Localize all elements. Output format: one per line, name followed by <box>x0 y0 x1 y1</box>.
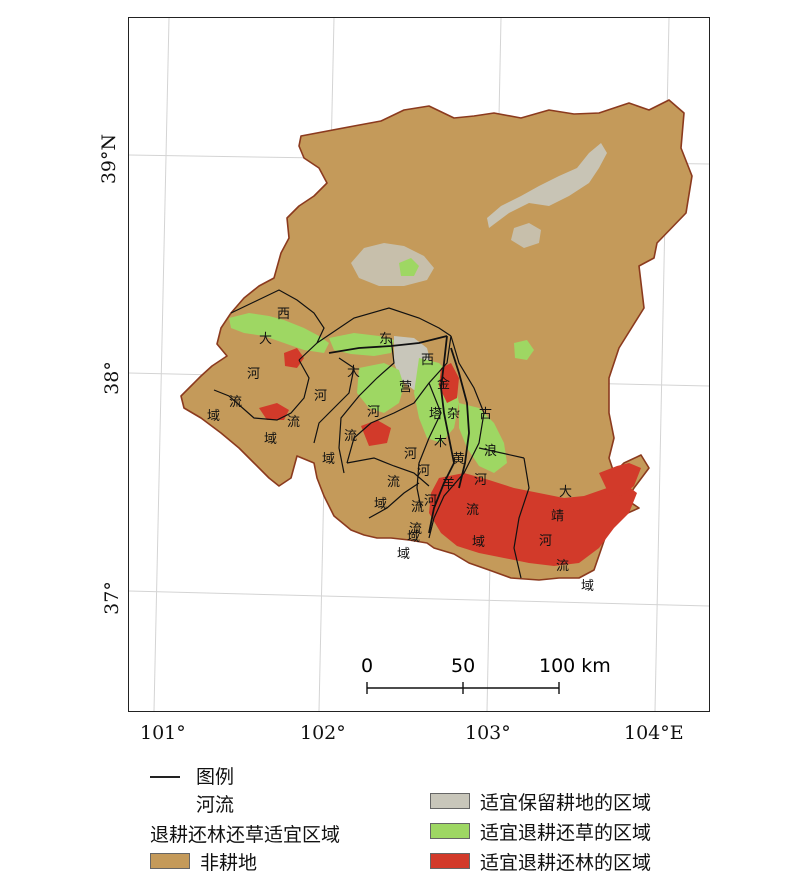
scale-bar <box>366 682 560 694</box>
lon-label-102: 102° <box>300 722 346 744</box>
scale-label-50: 50 <box>451 655 475 677</box>
legend-river-label: 河流 <box>196 794 235 816</box>
forest-patch-west-1 <box>259 403 289 420</box>
basin-5-label-char: 杂 <box>447 407 460 422</box>
forest-patch-dajing <box>599 463 641 496</box>
basin-8-label-char: 流 <box>556 559 569 574</box>
basin-boundary-7 <box>416 382 442 509</box>
basin-2-label-char: 大 <box>347 365 360 380</box>
basin-3-label-char: 域 <box>322 452 335 467</box>
basin-5-label-char: 木 <box>434 435 447 450</box>
lat-label-39: 39°N <box>98 133 121 185</box>
basin-8-label-char: 大 <box>559 485 572 500</box>
basin-boundary-8 <box>428 335 485 539</box>
grass-patch-north-small <box>399 258 419 276</box>
basin-6-label-char: 黄 <box>452 452 465 467</box>
basin-1-label-char: 大 <box>259 332 272 347</box>
basin-2-label-char: 流 <box>287 415 300 430</box>
basin-boundary-5 <box>338 337 395 474</box>
basin-1-label-char: 河 <box>247 367 260 382</box>
legend-keep-farmland-swatch <box>430 793 470 809</box>
to-forest-areas <box>259 348 641 566</box>
basin-7-label-char: 浪 <box>484 444 497 459</box>
legend-to-grass-swatch <box>430 823 470 839</box>
basin-1-label-char: 流 <box>229 395 242 410</box>
basin-7-label-char: 流 <box>466 503 479 518</box>
lon-label-103: 103° <box>465 722 511 744</box>
basin-3-label-char: 河 <box>367 405 380 420</box>
map-canvas[interactable]: 西大河流域东大河流域西营河流域金塔河流域杂木河流域黄羊河流域古浪河流域大靖河流域… <box>129 18 709 711</box>
basin-4-label-char: 塔 <box>429 407 442 422</box>
basin-7-label-char: 古 <box>479 407 492 422</box>
lat-label-37: 37° <box>100 581 123 615</box>
basin-boundary-3 <box>213 359 310 421</box>
basin-boundary-12 <box>478 447 525 459</box>
legend-river-line <box>150 776 180 778</box>
basin-3-label-char: 西 <box>421 353 434 368</box>
legend-non-farmland-label: 非耕地 <box>200 852 258 874</box>
grass-patch-west <box>229 313 329 353</box>
river-zamu <box>450 347 470 489</box>
basin-boundary-2 <box>316 307 452 344</box>
basin-boundary-11 <box>513 457 530 579</box>
legend-to-forest-label: 适宜退耕还林的区域 <box>480 852 652 874</box>
basin-boundary-4 <box>313 357 355 444</box>
scale-label-100: 100 km <box>539 655 611 677</box>
basin-5-label-char: 河 <box>417 464 430 479</box>
forest-patch-west-2 <box>361 420 391 446</box>
basin-6-label-char: 流 <box>409 522 422 537</box>
basin-3-label-char: 营 <box>399 380 412 395</box>
lon-label-101: 101° <box>140 722 186 744</box>
lat-label-38: 38° <box>100 361 123 395</box>
legend-suitability-title: 退耕还林还草适宜区域 <box>150 824 341 846</box>
keep-farmland-patch-east <box>511 223 541 248</box>
basin-5-label-char: 流 <box>411 500 424 515</box>
basin-4-label-char: 流 <box>387 475 400 490</box>
river-huangyang <box>428 462 455 534</box>
river-xiying <box>440 335 455 464</box>
legend-keep-farmland-label: 适宜保留耕地的区域 <box>480 792 652 814</box>
river-main <box>328 335 448 354</box>
graticule-lon-101 <box>153 18 170 711</box>
grass-patch-xiying <box>357 363 404 413</box>
basin-6-label-char: 羊 <box>442 476 455 492</box>
basin-6-label-char: 域 <box>397 547 410 562</box>
basin-4-label-char: 河 <box>404 447 417 462</box>
basin-2-label-char: 东 <box>379 332 392 347</box>
grass-patch-east-small <box>514 340 534 360</box>
forest-patch-east-river <box>439 363 459 403</box>
basin-3-label-char: 流 <box>344 429 357 444</box>
basin-boundary-10 <box>368 482 420 519</box>
basin-7-label-char: 域 <box>472 535 485 550</box>
basin-1-label-char: 西 <box>277 307 290 322</box>
graticule-lat-37 <box>129 590 709 607</box>
basin-boundary-9 <box>346 457 430 487</box>
basin-2-label-char: 域 <box>264 432 277 447</box>
basin-7-label-char: 河 <box>474 473 487 488</box>
legend-to-grass-label: 适宜退耕还草的区域 <box>480 822 652 844</box>
basin-8-label-char: 靖 <box>551 509 564 524</box>
grass-patch-gulang <box>459 403 507 473</box>
study-region-non-farmland <box>180 99 693 581</box>
basin-2-label-char: 河 <box>314 389 327 404</box>
basin-8-label-char: 河 <box>539 534 552 549</box>
keep-farmland-patch-north <box>487 143 607 228</box>
lon-label-104: 104°E <box>624 722 684 744</box>
forest-patch-south <box>429 473 637 566</box>
rivers <box>328 335 470 534</box>
basin-boundaries <box>213 289 530 579</box>
legend-title: 图例 <box>196 766 235 788</box>
legend-to-forest-swatch <box>430 853 470 869</box>
legend-non-farmland-swatch <box>150 853 190 869</box>
basin-5-label-char: 域 <box>407 530 420 545</box>
forest-patch-dongda <box>284 348 304 368</box>
scale-label-0: 0 <box>361 655 373 677</box>
basin-4-label-char: 金 <box>437 376 450 392</box>
basin-1-label-char: 域 <box>207 409 220 424</box>
basin-8-label-char: 域 <box>581 579 594 594</box>
map-frame: 西大河流域东大河流域西营河流域金塔河流域杂木河流域黄羊河流域古浪河流域大靖河流域… <box>128 17 710 712</box>
basin-4-label-char: 域 <box>374 497 387 512</box>
basin-6-label-char: 河 <box>424 494 437 509</box>
